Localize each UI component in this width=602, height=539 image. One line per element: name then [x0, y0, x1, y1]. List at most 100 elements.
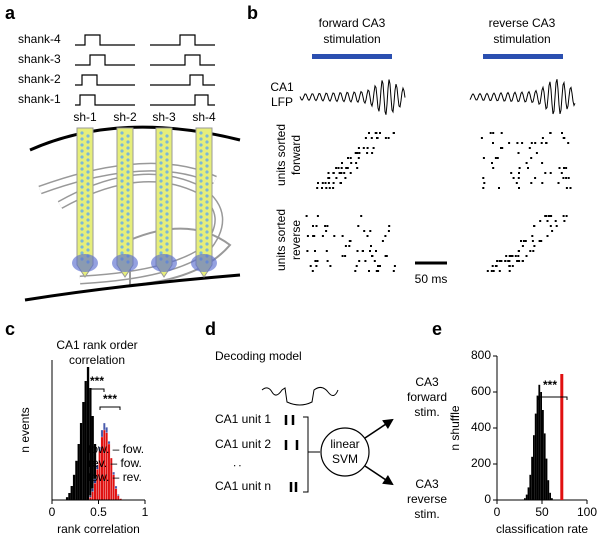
spike-dot [366, 235, 369, 237]
legend-entry: fow. – rev. [88, 470, 142, 484]
spike-dot [560, 172, 563, 174]
sig-bracket [537, 396, 568, 400]
spike-dot [504, 260, 507, 262]
spike-dot [533, 245, 536, 247]
spike-dot [529, 250, 532, 252]
chart-title: correlation [69, 353, 125, 367]
spike-dot [494, 265, 497, 267]
spike-dot [345, 167, 348, 169]
significance: *** [103, 392, 117, 406]
site [120, 203, 124, 207]
spike-dot [328, 187, 331, 189]
site [120, 233, 124, 237]
spike-dot [508, 270, 511, 272]
hist-bar [545, 458, 548, 500]
site [199, 197, 203, 201]
spike-dot [306, 250, 309, 252]
spike-dot [501, 147, 504, 149]
spike-dot [555, 225, 558, 227]
lfp-trace [299, 79, 406, 115]
spike-dot [314, 250, 316, 252]
site [120, 191, 124, 195]
hist-bar [525, 494, 528, 500]
spike-dot [546, 235, 549, 237]
y-axis-label: n shuffle [448, 405, 462, 450]
site [86, 194, 90, 198]
spike-dot [534, 177, 537, 179]
spike-dot [522, 240, 525, 242]
spike-dot [539, 220, 542, 222]
spike-dot [527, 167, 529, 169]
spike-dot [370, 137, 373, 139]
spike-dot [326, 225, 329, 227]
label: Decoding model [215, 349, 302, 363]
spike-dot [562, 177, 565, 179]
spike-dot [511, 255, 514, 257]
spike-dot [480, 137, 483, 139]
spike-dot [363, 230, 366, 232]
arrow [364, 465, 394, 486]
spike-dot [337, 167, 340, 169]
label: stimulation [323, 32, 380, 46]
spike-dot [321, 182, 324, 184]
site [126, 182, 130, 186]
site [159, 161, 163, 165]
field [112, 254, 138, 272]
spike-dot [354, 270, 357, 272]
spike-dot [377, 265, 379, 267]
hist-bar [89, 388, 92, 500]
spike-dot [368, 132, 370, 134]
site [165, 194, 169, 198]
spike-dot [540, 142, 543, 144]
site [86, 218, 90, 222]
site [86, 170, 90, 174]
spike-dot [324, 182, 327, 184]
spike-dot [370, 245, 372, 247]
spike-dot [518, 187, 520, 189]
spike-dot [371, 255, 373, 257]
spike-dot [375, 250, 377, 252]
site [120, 161, 124, 165]
spike-dot [349, 172, 352, 174]
field [151, 254, 177, 272]
label: forward [407, 390, 447, 404]
site [165, 212, 169, 216]
site [205, 182, 209, 186]
spike-dot [366, 152, 369, 154]
spike-dot [521, 245, 524, 247]
site [80, 131, 84, 135]
label: reverse CA3 [489, 16, 556, 30]
label: : [231, 464, 245, 467]
spike-dot [518, 167, 521, 169]
spike-dot [384, 137, 387, 139]
spike-dot [369, 230, 372, 232]
spike-dot [538, 240, 541, 242]
site [86, 158, 90, 162]
spike-dot [344, 245, 347, 247]
spike-dot [316, 260, 319, 262]
site [86, 242, 90, 246]
label: forward CA3 [319, 16, 386, 30]
spike-dot [316, 187, 319, 189]
spike-dot [510, 172, 513, 174]
spike-dot [565, 167, 568, 169]
label: CA1 unit n [215, 479, 271, 493]
spike-dot [349, 157, 352, 159]
spike-dot [357, 157, 360, 159]
spike-dot [500, 147, 502, 149]
site [165, 164, 169, 168]
spike-dot [508, 265, 511, 267]
site [120, 137, 124, 141]
field [191, 254, 217, 272]
spike-dot [333, 235, 336, 237]
spike-dot [545, 215, 548, 217]
y-tick-label: 800 [471, 348, 491, 362]
hist-bar [116, 495, 120, 501]
panel-label: e [432, 319, 442, 339]
probe-label: sh-3 [152, 110, 176, 124]
site [120, 197, 124, 201]
site [86, 212, 90, 216]
site [165, 200, 169, 204]
hist-bar [93, 483, 97, 501]
spike-dot [528, 147, 531, 149]
